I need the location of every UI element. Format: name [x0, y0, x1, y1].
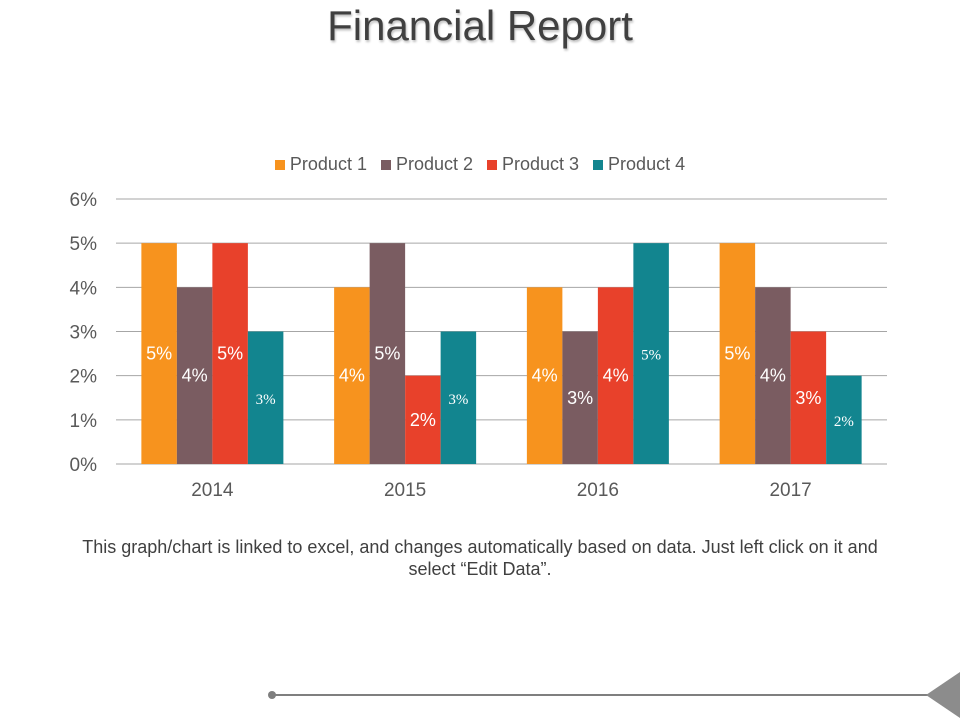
data-label: 5%: [146, 344, 172, 364]
y-tick-label: 1%: [70, 411, 98, 432]
bar-product-4-2016: [633, 243, 669, 464]
bar-product-3-2014: [212, 243, 248, 464]
bar-product-1-2016: [526, 287, 563, 464]
y-tick-label: 0%: [70, 455, 98, 476]
legend-item-product-2: Product 2: [380, 154, 473, 175]
legend-swatch-product-3: [487, 159, 497, 170]
footer-arrow-icon: [926, 672, 960, 718]
bar-product-2-2015: [369, 243, 406, 464]
x-tick-label: 2016: [577, 480, 619, 501]
data-label: 3%: [256, 392, 276, 408]
data-label: 4%: [182, 366, 208, 386]
legend-label-product-3: Product 3: [502, 154, 580, 174]
bar-product-1-2015: [334, 287, 370, 464]
y-tick-label: 6%: [70, 190, 98, 211]
bar-product-4-2017: [826, 375, 862, 464]
x-tick-label: 2014: [191, 480, 234, 501]
legend-item-product-3: Product 3: [487, 154, 579, 175]
data-label: 4%: [532, 366, 558, 386]
bar-product-3-2016: [597, 287, 634, 464]
data-label: 2%: [834, 414, 854, 430]
bar-product-3-2017: [790, 331, 827, 464]
data-label: 3%: [567, 388, 593, 408]
bar-product-2-2016: [562, 331, 598, 464]
legend-item-product-4: Product 4: [593, 154, 685, 175]
y-tick-label: 4%: [70, 278, 98, 299]
legend-swatch-product-4: [593, 159, 604, 170]
legend-label-product-2: Product 2: [395, 154, 473, 174]
bar-product-3-2015: [405, 375, 441, 464]
legend-swatch-product-1: [274, 159, 285, 170]
bar-product-4-2015: [440, 331, 477, 464]
data-label: 3%: [795, 388, 821, 408]
legend-item-product-1: Product 1: [274, 154, 367, 175]
chart-caption: This graph/chart is linked to excel, and…: [82, 537, 878, 579]
bar-product-1-2017: [719, 243, 756, 464]
bar-product-4-2014: [247, 331, 284, 464]
data-label: 2%: [410, 410, 436, 430]
x-tick-label: 2015: [384, 480, 426, 501]
data-label: 4%: [603, 366, 629, 386]
data-label: 5%: [374, 344, 400, 364]
chart-legend: Product 1 Product 2 Product 3 Product 4: [0, 154, 960, 175]
data-label: 4%: [339, 366, 365, 386]
data-label: 5%: [641, 348, 661, 364]
legend-label-product-1: Product 1: [289, 154, 367, 174]
y-tick-label: 3%: [70, 323, 98, 344]
legend-swatch-product-2: [380, 159, 391, 170]
data-label: 4%: [760, 366, 786, 386]
bar-product-1-2014: [141, 243, 177, 464]
bar-product-2-2014: [176, 287, 213, 464]
bar-product-2-2017: [755, 287, 791, 464]
data-label: 3%: [448, 392, 468, 408]
page-title: Financial Report: [327, 2, 633, 49]
data-label: 5%: [724, 344, 750, 364]
data-label: 5%: [217, 344, 243, 364]
y-tick-label: 2%: [70, 367, 98, 388]
y-tick-label: 5%: [70, 234, 98, 255]
x-tick-label: 2017: [769, 480, 811, 501]
legend-label-product-4: Product 4: [608, 154, 686, 174]
